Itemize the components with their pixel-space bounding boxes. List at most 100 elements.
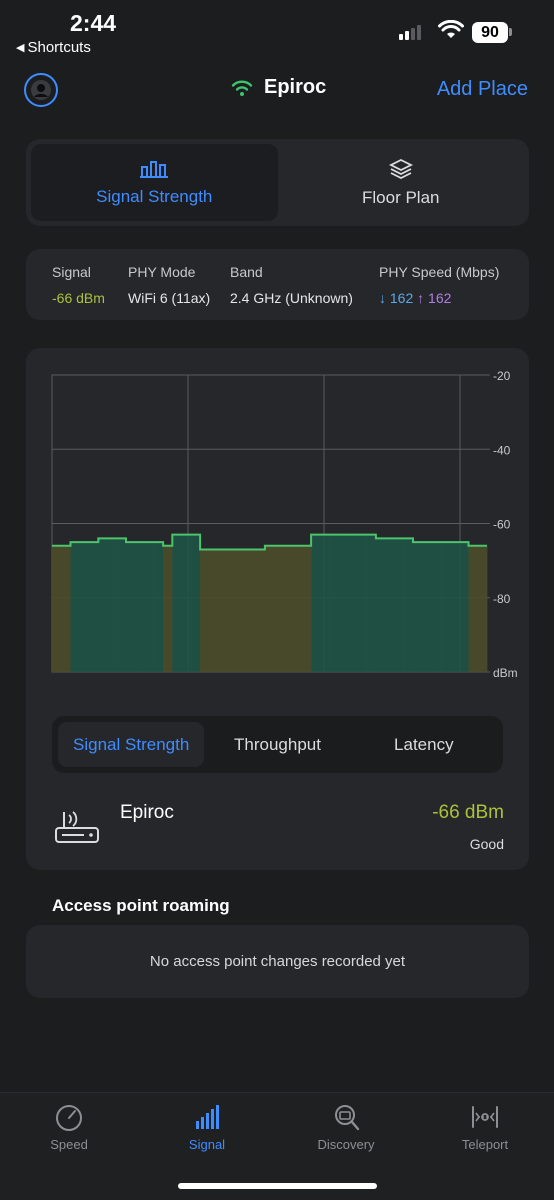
band-info: Band 2.4 GHz (Unknown) xyxy=(230,264,353,306)
signal-bar xyxy=(190,534,201,672)
tab-discovery[interactable]: Discovery xyxy=(286,1103,406,1152)
tab-teleport[interactable]: Teleport xyxy=(425,1103,545,1152)
signal-bar xyxy=(283,545,294,672)
signal-bar xyxy=(52,545,62,672)
tab-metric-throughput[interactable]: Throughput xyxy=(234,734,321,754)
page-title: Epiroc xyxy=(264,76,327,98)
signal-bar xyxy=(255,549,266,672)
battery-icon: 90 xyxy=(472,22,508,43)
up-arrow-icon: ↑ xyxy=(417,290,425,306)
signal-bar xyxy=(403,538,414,672)
roaming-title: Access point roaming xyxy=(52,896,230,915)
signal-value: -66 dBm xyxy=(52,290,105,306)
signal-bar xyxy=(348,534,358,672)
signal-bar xyxy=(126,542,136,672)
signal-bar xyxy=(385,538,395,672)
signal-info: Signal -66 dBm xyxy=(52,264,105,306)
y-tick-label: -20 xyxy=(493,369,511,383)
signal-line xyxy=(52,533,487,551)
cellular-signal-icon xyxy=(399,24,421,40)
signal-bar xyxy=(366,534,377,672)
signal-strength-icon xyxy=(140,160,169,178)
user-icon xyxy=(31,80,51,100)
tab-label: Signal Strength xyxy=(96,186,213,206)
back-arrow-icon: ◀ xyxy=(16,42,25,54)
back-to-shortcuts[interactable]: ◀ Shortcuts xyxy=(16,39,91,56)
discovery-icon xyxy=(335,1105,360,1131)
signal-bar xyxy=(209,549,219,672)
tab-label: Discovery xyxy=(317,1137,375,1152)
signal-bars-icon xyxy=(196,1105,219,1129)
wifi-icon xyxy=(231,80,253,96)
signal-bar xyxy=(375,538,386,672)
tab-floor-plan[interactable]: Floor Plan xyxy=(278,144,525,221)
up-speed: 162 xyxy=(428,290,452,306)
signal-bar xyxy=(274,545,284,672)
phy-mode-info: PHY Mode WiFi 6 (11ax) xyxy=(128,264,210,306)
router-icon xyxy=(55,811,99,843)
signal-bar xyxy=(329,534,340,672)
signal-bar xyxy=(477,545,488,672)
signal-bar xyxy=(153,542,164,672)
signal-bar xyxy=(394,538,405,672)
signal-bar xyxy=(89,542,99,672)
tab-bar: Speed Signal Discovery Teleport xyxy=(0,1092,554,1200)
tab-speed[interactable]: Speed xyxy=(9,1103,129,1152)
signal-bar xyxy=(246,549,257,672)
signal-bar xyxy=(237,549,247,672)
back-label: Shortcuts xyxy=(27,39,91,56)
signal-bar xyxy=(357,534,368,672)
signal-bar xyxy=(172,534,182,672)
tab-metric-latency[interactable]: Latency xyxy=(394,734,454,754)
signal-label: Signal xyxy=(52,264,91,280)
tab-label: Speed xyxy=(50,1137,88,1152)
signal-bar xyxy=(218,549,229,672)
signal-bar xyxy=(338,534,349,672)
down-arrow-icon: ↓ xyxy=(379,290,386,306)
tab-signal-strength[interactable]: Signal Strength xyxy=(31,144,278,221)
signal-bar xyxy=(98,538,108,672)
y-tick-label: -80 xyxy=(493,592,511,606)
signal-bar xyxy=(431,542,442,672)
network-name: Epiroc xyxy=(120,802,174,823)
tab-signal[interactable]: Signal xyxy=(147,1103,267,1152)
view-segmented-control: Signal Strength Floor Plan xyxy=(26,139,529,226)
battery-tip xyxy=(509,28,512,36)
y-tick-label: dBm xyxy=(493,666,518,680)
status-time: 2:44 xyxy=(70,10,117,36)
y-tick-label: -60 xyxy=(493,518,511,532)
layers-icon xyxy=(388,158,413,179)
connection-info: Signal -66 dBm PHY Mode WiFi 6 (11ax) Ba… xyxy=(26,249,529,320)
signal-bar xyxy=(79,542,90,672)
signal-bar xyxy=(227,549,238,672)
tab-label: Signal xyxy=(188,1137,226,1152)
signal-bar xyxy=(163,545,173,672)
signal-bar xyxy=(320,534,331,672)
signal-chart-card: -20 -40 -60 -80 dBm Signal Strength Throughp… xyxy=(26,348,529,870)
band-value: 2.4 GHz (Unknown) xyxy=(230,290,353,306)
teleport-icon xyxy=(472,1106,498,1128)
signal-bar xyxy=(107,538,118,672)
tab-label: Floor Plan xyxy=(362,187,440,207)
y-tick-label: -40 xyxy=(493,443,511,457)
wifi-status-icon xyxy=(438,20,464,38)
signal-bar xyxy=(412,542,423,672)
metric-segmented-control: Signal Strength Throughput Latency xyxy=(52,716,503,773)
network-dbm: -66 dBm xyxy=(432,802,504,823)
signal-bar xyxy=(181,534,192,672)
signal-bar xyxy=(301,545,312,672)
phy-speed-label: PHY Speed (Mbps) xyxy=(379,264,500,280)
band-label: Band xyxy=(230,264,263,280)
down-speed: 162 xyxy=(389,290,414,306)
signal-bar xyxy=(116,538,127,672)
phy-mode-value: WiFi 6 (11ax) xyxy=(128,290,211,306)
tab-label: Teleport xyxy=(461,1137,509,1152)
tab-metric-signal-strength[interactable]: Signal Strength xyxy=(58,722,205,767)
phy-speed-values: ↓ 162 ↑ 162 xyxy=(379,290,499,306)
roaming-card: No access point changes recorded yet xyxy=(26,925,529,998)
add-place-button[interactable]: Add Place xyxy=(436,78,528,100)
network-title: Epiroc xyxy=(230,76,326,99)
avatar[interactable] xyxy=(24,73,58,107)
speedometer-icon xyxy=(56,1105,82,1131)
signal-bar xyxy=(264,545,275,672)
